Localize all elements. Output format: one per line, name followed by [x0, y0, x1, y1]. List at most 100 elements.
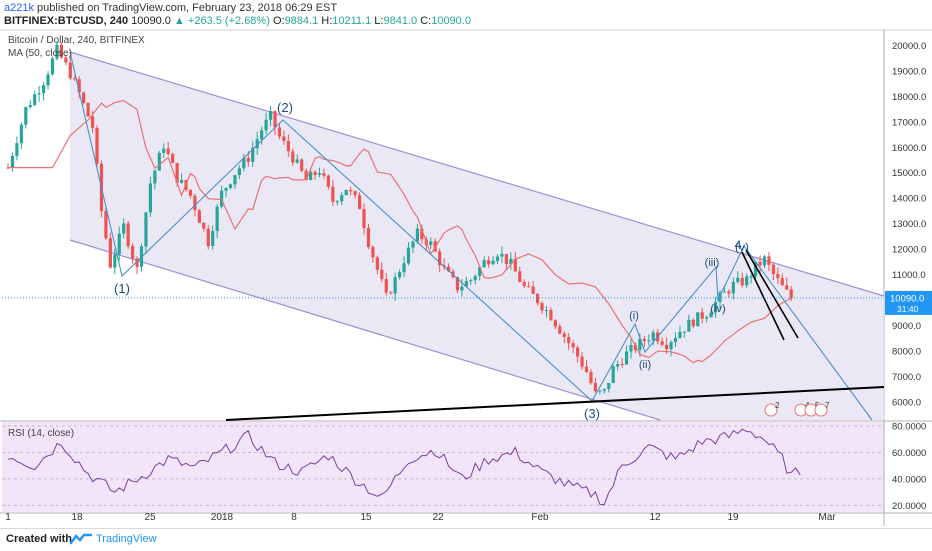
- candle-body: [317, 173, 322, 175]
- candle-body: [322, 173, 326, 176]
- candle-body: [780, 278, 784, 286]
- candle-body: [82, 92, 86, 104]
- candle-body: [24, 107, 28, 125]
- candle-body: [73, 78, 77, 80]
- candle-body: [255, 139, 259, 149]
- x-tick-label: 12: [649, 512, 661, 523]
- candle-body: [673, 338, 678, 343]
- candle-body: [122, 223, 126, 234]
- ma-legend: MA (50, close): [8, 48, 72, 59]
- change-value: +263.5 (+2.68%): [187, 15, 270, 27]
- price-chart[interactable]: 6000.07000.08000.09000.010000.011000.012…: [0, 0, 932, 528]
- author-link[interactable]: a221k: [4, 2, 34, 14]
- candle-body: [576, 347, 580, 357]
- price-tick-label: 18000.0: [892, 92, 926, 103]
- candle-body: [446, 266, 451, 272]
- candle-body: [438, 251, 442, 266]
- candle-body: [277, 127, 282, 137]
- candle-body: [90, 116, 95, 128]
- event-badge-icon: [764, 403, 778, 417]
- candle-body: [251, 148, 255, 162]
- candle-body: [406, 247, 411, 264]
- candle-body: [42, 85, 46, 94]
- l-value: 9841.0: [383, 15, 418, 27]
- wave-label: (iv): [710, 303, 725, 315]
- candle-body: [104, 211, 108, 239]
- rsi-tick-label: 80.0000: [892, 421, 926, 432]
- price-tick-label: 6000.0: [892, 398, 921, 409]
- support-trend-line: [225, 386, 885, 421]
- price-tick-label: 17000.0: [892, 117, 926, 128]
- h-label: H:: [321, 15, 333, 27]
- candle-body: [371, 246, 375, 258]
- candle-body: [384, 279, 388, 293]
- candle-body: [211, 231, 215, 247]
- price-tick-label: 16000.0: [892, 143, 926, 154]
- candle-body: [197, 210, 201, 223]
- candle-body: [754, 261, 758, 277]
- candle-body: [349, 189, 353, 192]
- wave-label: (1): [114, 281, 130, 296]
- candle-body: [522, 281, 526, 286]
- candle-body: [179, 179, 184, 183]
- x-tick-label: 25: [144, 512, 156, 523]
- candle-body: [762, 256, 767, 266]
- candle-body: [193, 195, 197, 211]
- candle-body: [624, 351, 629, 365]
- candle-body: [700, 312, 704, 319]
- event-badge-count: 7: [825, 401, 830, 410]
- candle-body: [171, 153, 175, 164]
- candle-body: [420, 228, 424, 240]
- candle-body: [500, 254, 504, 257]
- footer: Created with TradingView: [0, 528, 932, 551]
- price-tick-label: 8000.0: [892, 347, 921, 358]
- candle-body: [37, 93, 41, 95]
- price-tick-label: 7000.0: [892, 372, 921, 383]
- x-tick-label: Feb: [531, 512, 549, 523]
- price-tick-label: 15000.0: [892, 168, 926, 179]
- candle-body: [411, 241, 415, 248]
- candle-body: [705, 317, 709, 319]
- candle-body: [108, 238, 112, 268]
- channel-fill: [70, 52, 884, 420]
- x-tick-label: 15: [360, 512, 372, 523]
- candle-body: [491, 260, 495, 265]
- candle-body: [55, 44, 59, 59]
- candle-body: [340, 195, 344, 202]
- countdown-tag-text: 31:40: [897, 304, 919, 314]
- candle-body: [469, 280, 473, 282]
- candle-body: [620, 363, 624, 365]
- candle-body: [59, 44, 63, 58]
- candle-body: [629, 344, 633, 352]
- candle-body: [722, 291, 727, 293]
- price-tick-label: 20000.0: [892, 41, 926, 52]
- tradingview-brand[interactable]: TradingView: [96, 533, 157, 545]
- price-tick-label: 12000.0: [892, 245, 926, 256]
- candle-body: [15, 143, 19, 156]
- candle-body: [558, 326, 562, 334]
- candle-body: [28, 105, 32, 108]
- candle-body: [10, 155, 15, 168]
- candle-body: [362, 209, 366, 229]
- candle-body: [220, 190, 224, 207]
- candle-body: [580, 356, 584, 367]
- candle-body: [429, 241, 433, 246]
- candle-body: [540, 303, 544, 311]
- candle-body: [553, 320, 557, 327]
- candle-body: [326, 175, 330, 187]
- candle-body: [380, 269, 384, 280]
- candle-body: [549, 310, 553, 321]
- candle-body: [589, 372, 593, 384]
- candle-body: [291, 151, 295, 163]
- black-trend-line-1: [741, 251, 785, 341]
- candle-body: [736, 277, 740, 282]
- candle-body: [415, 228, 419, 242]
- candle-body: [50, 58, 55, 75]
- candle-body: [455, 277, 460, 291]
- wave-label: 4: [735, 238, 742, 252]
- candle-body: [148, 183, 152, 213]
- candle-body: [713, 302, 718, 313]
- candle-body: [513, 258, 517, 272]
- wave-label: (ii): [639, 359, 651, 371]
- price-tick-label: 11000.0: [892, 270, 926, 281]
